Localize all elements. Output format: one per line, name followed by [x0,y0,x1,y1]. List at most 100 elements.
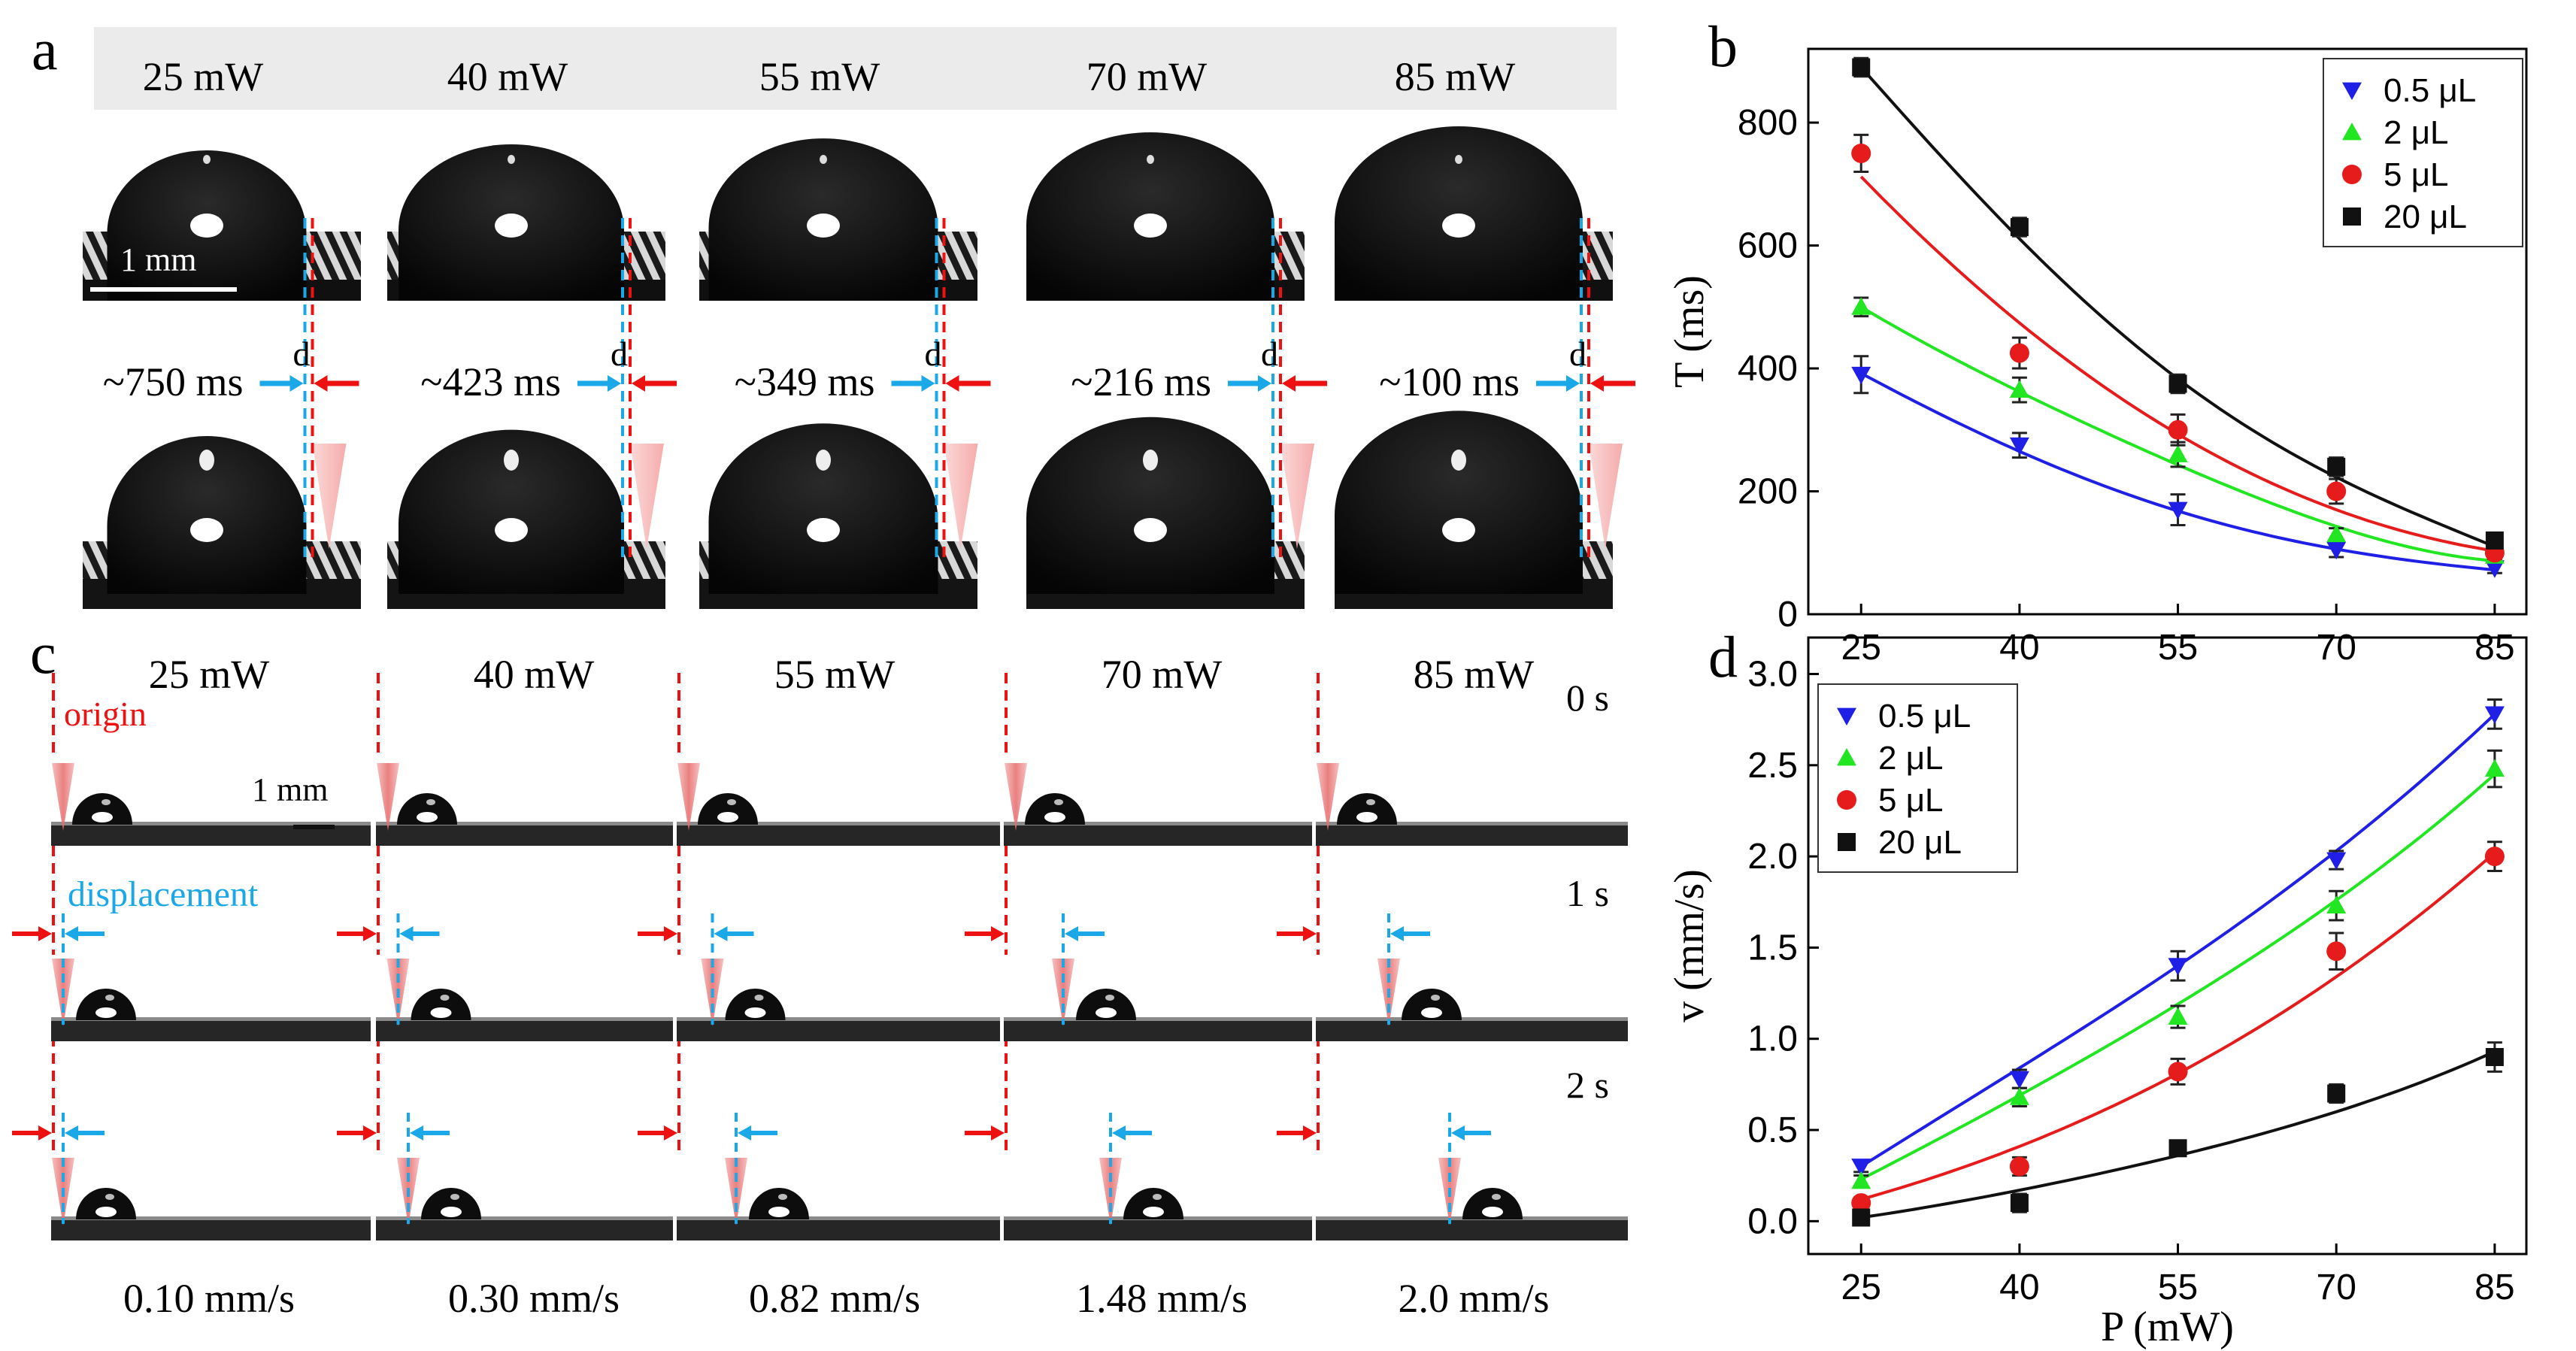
fit-curve [1860,371,2496,572]
y-tick-label: 2.0 [1747,837,1798,877]
red-arrowhead [363,926,377,941]
substrate [51,1020,371,1041]
droplet-highlight-small [1451,450,1466,471]
panel-label-c: c [30,620,56,686]
droplet-highlight [1134,518,1167,542]
panel-c-power-label: 70 mW [1102,652,1223,697]
data-point [2168,958,2188,976]
data-point [1851,1193,1871,1213]
droplet-highlight-small [450,1194,459,1200]
speed-label: 1.48 mm/s [1076,1276,1247,1321]
y-tick-label: 0.0 [1747,1201,1798,1241]
droplet [698,793,758,825]
panel-a-time-label: ~423 ms [420,359,561,404]
red-arrowhead [363,1125,377,1140]
panel-a-power-label: 85 mW [1395,54,1516,99]
data-point [1851,297,1871,315]
droplet [1337,793,1397,825]
droplet-highlight [768,1207,789,1217]
data-point [2010,1194,2029,1213]
cyan-arrowhead [1065,926,1078,941]
speed-label: 0.10 mm/s [123,1276,295,1321]
droplet [1025,793,1085,825]
droplet-highlight [1442,214,1475,238]
chart-d: 25 40 55 70 85 0.0 0.5 1.0 1.5 2.0 2.5 3.0 v (mm/s) P… [1666,636,2528,1350]
panel-a-photo-grid: 25 mW d ~750 ms 40 mW d ~423 ms 55 mW d ~349 ms 7… [83,27,1635,609]
legend: 0.5 μL 2 μL 5 μL 20 μL [1817,683,2018,873]
cyan-arrowhead [1451,1125,1465,1140]
red-arrowhead [1303,1125,1317,1140]
y-axis-label: v (mm/s) [1666,869,1713,1022]
legend-label: 0.5 μL [2384,72,2476,109]
panel-c-power-label: 85 mW [1414,652,1535,697]
substrate-edge [1004,822,1312,825]
data-point [2009,1087,2029,1105]
x-tick-label: 70 [2317,1268,2356,1307]
laser-tip [312,444,347,549]
droplet-highlight-small [105,1194,114,1200]
panel-a-power-label: 25 mW [143,54,264,99]
droplet-highlight [1421,1007,1442,1018]
cyan-arrowhead [1390,926,1404,941]
y-tick-label: 600 [1738,226,1798,266]
droplet-highlight-small [1455,155,1462,164]
speed-label: 0.82 mm/s [749,1276,920,1321]
substrate [1316,825,1628,846]
data-point [2326,852,2347,870]
droplet-highlight-small [1366,799,1375,805]
displacement-label: displacement [68,874,259,914]
panel-a-time-label: ~100 ms [1379,359,1520,404]
x-tick-label: 85 [2474,628,2514,668]
data-point [2485,1047,2504,1066]
panel-c-droplet-photo [51,955,371,1041]
panel-a-time-label: ~216 ms [1071,359,1211,404]
panel-a-droplet-photo [1335,126,1613,301]
red-arrowhead [1282,375,1296,392]
substrate [1004,1219,1312,1240]
panel-a-header-bar [94,27,1617,110]
droplet-highlight-small [1431,995,1440,1001]
substrate [1004,1020,1312,1041]
gap-label: d [611,335,628,373]
speed-label: 2.0 mm/s [1398,1276,1549,1321]
panel-a-time-label: ~349 ms [735,359,875,404]
data-point [2326,481,2347,501]
gap-label: d [1569,335,1587,373]
panel-c-droplet-photo [376,759,673,846]
data-point [2327,1084,2346,1103]
y-tick-label: 0 [1777,595,1798,635]
y-tick-label: 1.5 [1747,928,1798,968]
droplet [411,989,471,1020]
time-label: 2 s [1566,1064,1609,1106]
data-point [2326,541,2347,560]
laser-tip [1589,444,1623,549]
droplet-highlight-small [816,450,831,471]
substrate-edge [51,1216,371,1220]
y-tick-label: 400 [1738,349,1798,389]
substrate [376,825,673,846]
substrate [677,825,1000,846]
droplet-highlight-small [1147,155,1154,164]
data-point [2485,531,2504,550]
data-point [2009,380,2029,398]
droplet-highlight [430,1007,452,1018]
droplet-highlight [1044,812,1065,822]
panel-a-power-label: 40 mW [447,54,568,99]
cyan-arrowhead [399,926,414,941]
laser-tip [1280,444,1314,549]
panel-c-droplet-photo [1004,1154,1312,1240]
laser-tip [630,444,664,549]
red-arrowhead [632,375,645,392]
droplet-highlight [190,518,223,542]
data-point [1851,143,1871,163]
panel-a-droplet-photo [83,150,361,301]
panel-c-droplet-photo [1316,759,1628,846]
panel-label-b: b [1708,14,1738,79]
y-tick-label: 200 [1738,472,1798,512]
y-tick-label: 0.5 [1747,1110,1798,1150]
droplet-highlight [495,518,528,542]
laser-tip [377,763,399,831]
legend-label: 0.5 μL [1878,698,1971,735]
droplet-highlight [744,1007,766,1018]
